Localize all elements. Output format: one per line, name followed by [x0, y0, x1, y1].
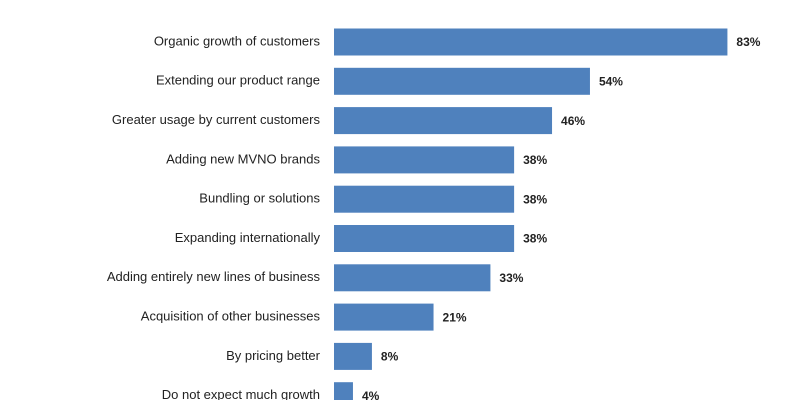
bar [334, 67, 590, 95]
value-label: 33% [499, 271, 523, 285]
value-label: 38% [523, 153, 547, 167]
bar [334, 146, 515, 174]
bar [334, 107, 553, 135]
category-label: By pricing better [226, 348, 321, 363]
category-label: Bundling or solutions [199, 191, 320, 206]
bar [334, 28, 728, 56]
value-label: 4% [362, 389, 380, 400]
category-label: Do not expect much growth [162, 387, 320, 400]
bar [334, 303, 434, 331]
category-label: Extending our product range [156, 73, 320, 88]
category-label: Expanding internationally [175, 230, 321, 245]
bar [334, 185, 515, 213]
category-label: Adding new MVNO brands [166, 151, 320, 166]
category-label: Organic growth of customers [154, 33, 321, 48]
value-label: 54% [599, 74, 623, 88]
value-label: 46% [561, 114, 585, 128]
bar [334, 342, 372, 370]
bar [334, 264, 491, 292]
category-label: Acquisition of other businesses [141, 309, 321, 324]
bar [334, 382, 353, 400]
value-label: 83% [736, 35, 760, 49]
bar [334, 225, 515, 252]
value-label: 8% [381, 350, 399, 364]
category-label: Greater usage by current customers [112, 112, 321, 127]
category-label: Adding entirely new lines of business [107, 269, 321, 284]
value-label: 38% [523, 232, 547, 246]
value-label: 38% [523, 192, 547, 206]
value-label: 21% [443, 310, 467, 324]
